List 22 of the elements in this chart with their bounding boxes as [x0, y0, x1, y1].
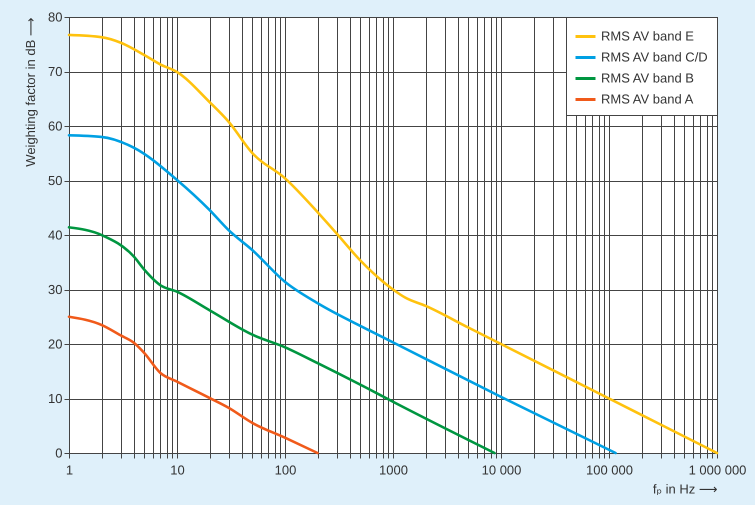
- legend-label: RMS AV band A: [601, 92, 694, 106]
- legend-label: RMS AV band B: [601, 70, 694, 86]
- y-axis-title: Weighting factor in dB ⟶: [23, 18, 38, 167]
- x-tick-label: 10: [170, 462, 185, 478]
- y-tick-label: 30: [48, 282, 62, 297]
- y-tick-label: 0: [55, 446, 62, 460]
- y-tick-label: 70: [48, 64, 62, 79]
- y-tick-label: 80: [48, 10, 62, 24]
- y-tick-label: 60: [48, 118, 62, 134]
- x-tick-label: 100: [274, 462, 296, 478]
- y-tick-label: 40: [48, 228, 62, 242]
- x-tick-label: 10 000: [482, 462, 522, 478]
- x-tick-label: 1 000 000: [688, 462, 746, 478]
- y-tick-label: 20: [48, 336, 62, 352]
- y-tick-label: 10: [48, 391, 62, 406]
- x-tick-label: 1: [66, 462, 74, 478]
- x-tick-label: 1000: [379, 462, 408, 478]
- y-tick-label: 50: [48, 173, 62, 188]
- legend-label: RMS AV band C/D: [601, 50, 708, 64]
- x-axis-title: fₚ in Hz ⟶: [652, 482, 718, 496]
- legend-label: RMS AV band E: [601, 28, 694, 44]
- x-tick-label: 100 000: [586, 462, 633, 478]
